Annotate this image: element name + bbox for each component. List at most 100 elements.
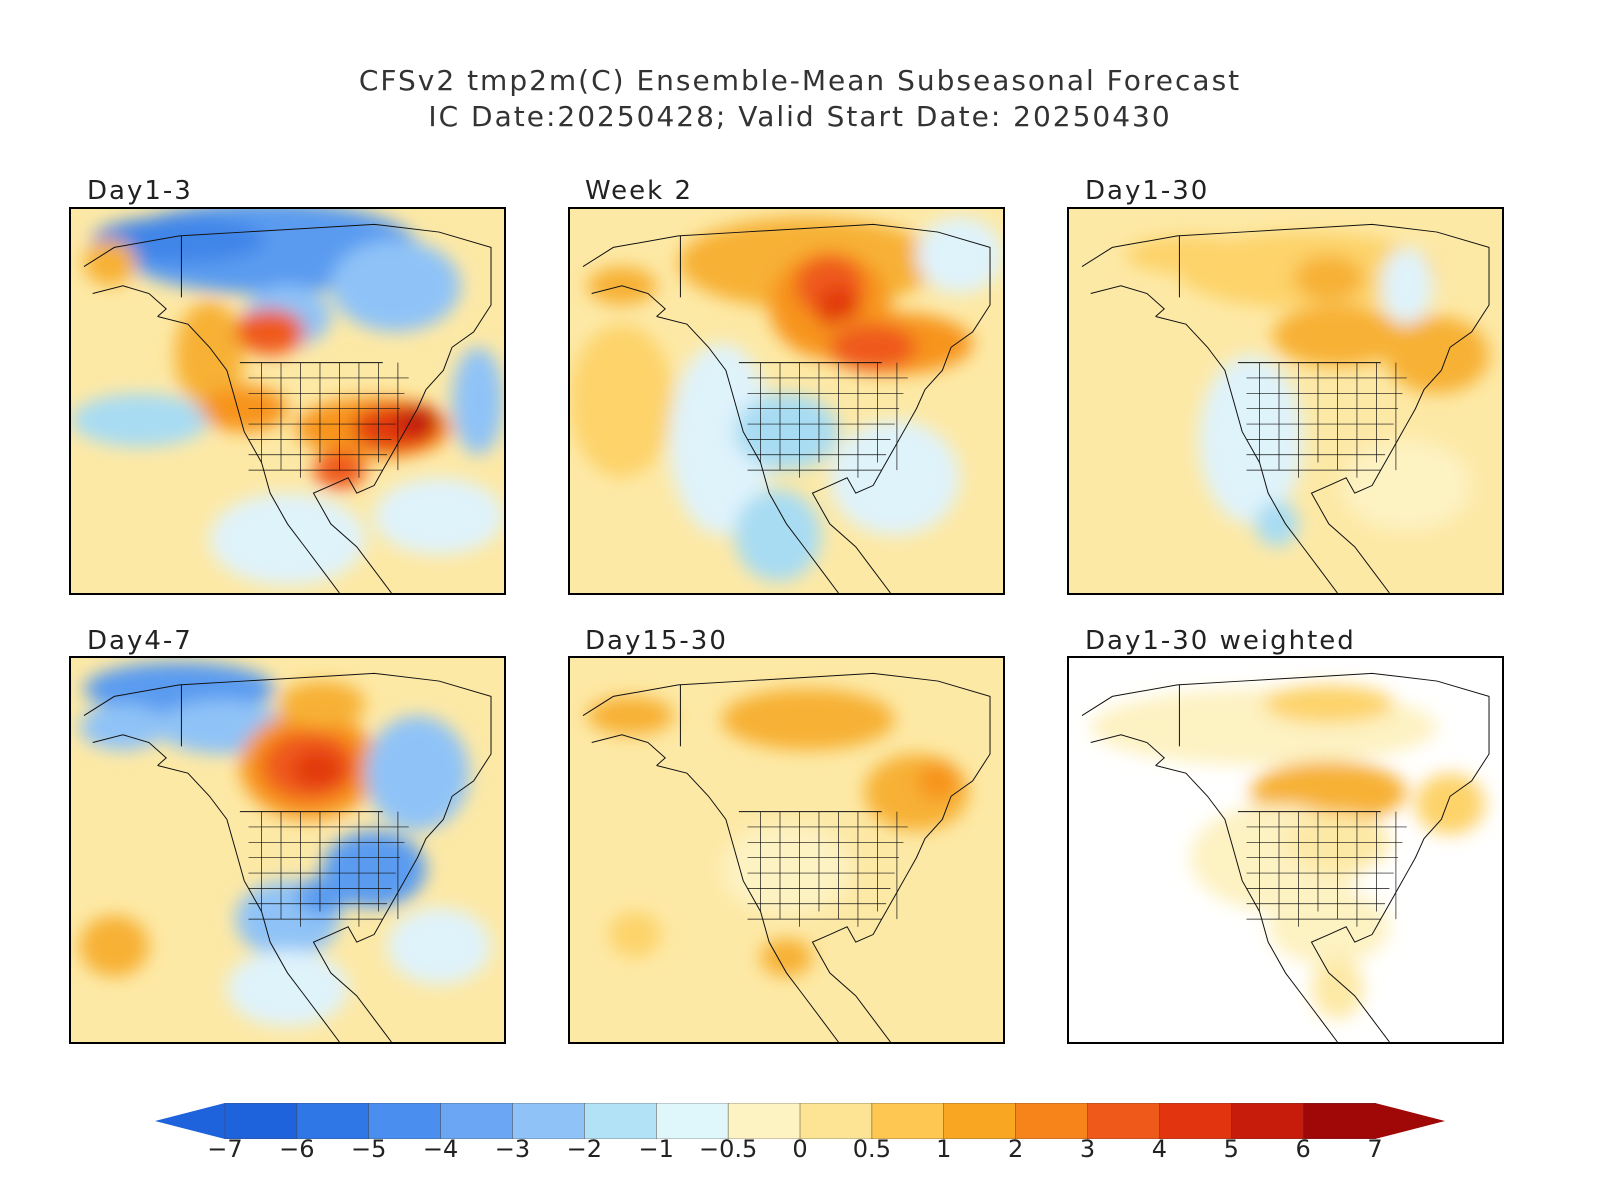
anomaly-region [734, 393, 839, 471]
anomaly-region [296, 876, 349, 916]
map-panel-day15-30 [568, 656, 1005, 1044]
colorbar-segment [871, 1103, 945, 1139]
anomaly-region [1341, 439, 1472, 532]
colorbar-tick-label: −3 [494, 1135, 531, 1163]
anomaly-region [587, 696, 674, 735]
panel-label-day1-30-weighted: Day1-30 weighted [1085, 626, 1356, 656]
colorbar-low-arrow [155, 1103, 225, 1139]
colorbar-tick-label: −1 [638, 1135, 674, 1163]
anomaly-region [83, 239, 136, 286]
anomaly-region [734, 489, 822, 582]
colorbar-tick-label: 1 [936, 1135, 952, 1163]
colorbar-segment [943, 1103, 1017, 1139]
color-scale-bar [155, 1103, 1445, 1139]
coastline [591, 734, 666, 766]
anomaly-region [452, 347, 504, 455]
coastline [582, 223, 991, 593]
map-panel-day1-3 [69, 207, 506, 595]
anomaly-region [278, 681, 366, 728]
anomaly-region [1268, 888, 1390, 966]
anomaly-region [1385, 316, 1490, 394]
colorbar-tick-label: 2 [1007, 1135, 1024, 1163]
colorbar-tick-label: 0.5 [852, 1135, 891, 1163]
coastline [83, 672, 492, 1042]
coastline [157, 765, 340, 1042]
coastline [157, 316, 340, 593]
colorbar-segment [512, 1103, 586, 1139]
colorbar-segment [1231, 1103, 1304, 1139]
anomaly-region [374, 477, 504, 555]
map-panel-day1-30 [1067, 207, 1504, 595]
anomaly-region [1125, 235, 1256, 275]
colorbar-tick-label: −6 [279, 1135, 315, 1163]
colorbar-tick-label: 0 [792, 1135, 808, 1163]
colorbar-tick-label: 6 [1295, 1135, 1311, 1163]
colorbar-tick-label: 5 [1223, 1135, 1239, 1163]
coastline [1090, 734, 1165, 766]
chart-title: CFSv2 tmp2m(C) Ensemble-Mean Subseasonal… [358, 64, 1242, 97]
colorbar-tick-label: −0.5 [698, 1135, 758, 1163]
anomaly-region [760, 938, 813, 977]
anomaly-region [226, 949, 349, 1027]
anomaly-region [291, 750, 344, 789]
coastline [1090, 285, 1165, 317]
anomaly-region [387, 907, 492, 985]
map-panel-week2 [568, 207, 1005, 595]
colorbar-segment [224, 1103, 298, 1139]
colorbar-segment [727, 1103, 801, 1139]
anomaly-region [365, 715, 470, 831]
colorbar-segment [1087, 1103, 1161, 1139]
colorbar-segment [799, 1103, 873, 1139]
anomaly-region [1255, 500, 1299, 547]
anomaly-region [1272, 305, 1403, 367]
colorbar-segment [656, 1103, 729, 1139]
colorbar-tick-label: −2 [566, 1135, 603, 1163]
anomaly-region [916, 761, 960, 801]
panel-label-day15-30: Day15-30 [585, 626, 728, 656]
coastline [1081, 223, 1490, 593]
map-panel-day1-30-weighted [1067, 656, 1504, 1044]
coastline [1081, 672, 1490, 1042]
colorbar-high-arrow [1375, 1103, 1445, 1139]
anomaly-region [174, 301, 245, 409]
anomaly-region [1263, 684, 1394, 724]
coastline [1155, 765, 1338, 1042]
coastline [582, 672, 991, 1042]
coastline [591, 285, 666, 317]
anomaly-region [330, 239, 461, 332]
colorbar-tick-label: 4 [1151, 1135, 1168, 1163]
chart-subtitle: IC Date:20250428; Valid Start Date: 2025… [428, 100, 1172, 133]
colorbar-tick-label: 7 [1367, 1135, 1383, 1163]
anomaly-region [71, 393, 210, 448]
colorbar-segment [440, 1103, 514, 1139]
colorbar-tick-label: −7 [207, 1135, 243, 1163]
colorbar-tick-label: −4 [422, 1135, 459, 1163]
panel-label-day1-30: Day1-30 [1085, 176, 1210, 206]
colorbar-segment [1015, 1103, 1089, 1139]
anomaly-region [79, 915, 149, 977]
colorbar-segment [1159, 1103, 1232, 1139]
anomaly-region [200, 385, 288, 432]
map-panel-day4-7 [69, 656, 506, 1044]
anomaly-region [721, 823, 852, 916]
anomaly-region [570, 324, 674, 478]
anomaly-region [209, 493, 366, 586]
anomaly-region [79, 704, 167, 751]
coastline [92, 734, 167, 766]
colorbar-segment [296, 1103, 370, 1139]
panel-label-day1-3: Day1-3 [87, 176, 193, 206]
coastline [656, 765, 839, 1042]
anomaly-region [235, 308, 305, 355]
panel-label-week2: Week 2 [585, 176, 694, 206]
colorbar-segment [584, 1103, 657, 1139]
colorbar-tick-label: −5 [351, 1135, 387, 1163]
anomaly-region [92, 216, 266, 263]
coastline [656, 316, 839, 593]
anomaly-region [829, 420, 960, 536]
colorbar-segment [368, 1103, 442, 1139]
anomaly-region [669, 343, 774, 536]
anomaly-region [1311, 957, 1364, 1019]
coastline [92, 285, 167, 317]
colorbar-segment [1302, 1103, 1376, 1139]
coastline [83, 223, 492, 593]
